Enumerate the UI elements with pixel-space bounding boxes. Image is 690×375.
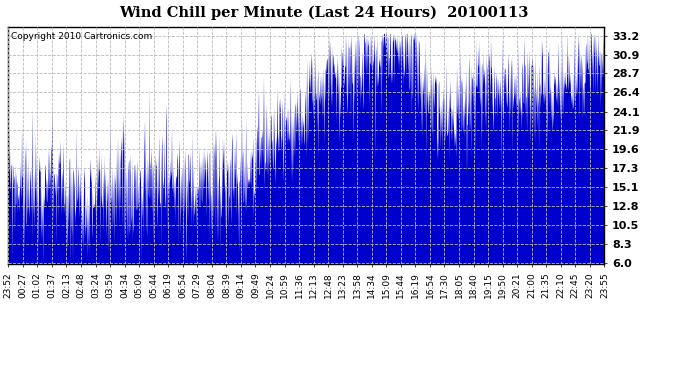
Text: Wind Chill per Minute (Last 24 Hours)  20100113: Wind Chill per Minute (Last 24 Hours) 20… <box>119 6 529 20</box>
Text: Copyright 2010 Cartronics.com: Copyright 2010 Cartronics.com <box>11 32 152 41</box>
